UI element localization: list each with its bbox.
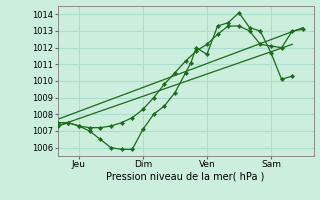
X-axis label: Pression niveau de la mer( hPa ): Pression niveau de la mer( hPa ) [107, 172, 265, 182]
